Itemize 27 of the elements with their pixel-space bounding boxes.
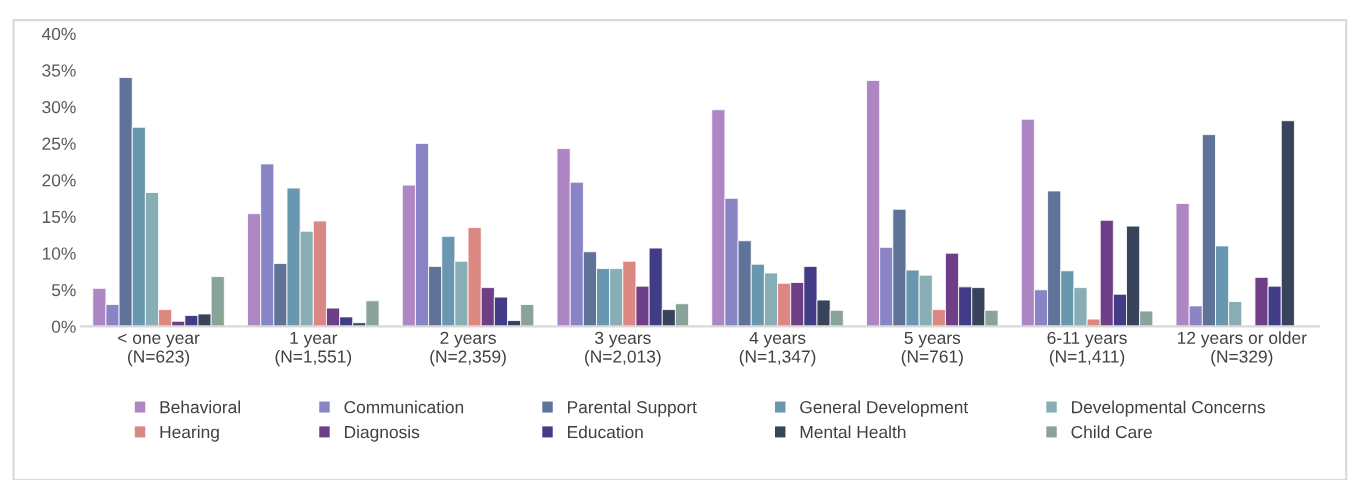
- y-tick-label: 15%: [42, 210, 76, 224]
- x-tick-label: 4 years (N=1,347): [739, 331, 816, 367]
- x-tick-label: 3 years (N=2,013): [585, 331, 661, 367]
- y-tick-label: 35%: [42, 64, 76, 77]
- y-tick-label: 5%: [51, 284, 76, 297]
- legend-label: Communication: [344, 400, 464, 414]
- x-tick-label: 1 year (N=1,551): [275, 331, 352, 367]
- x-tick-label: 5 years (N=761): [901, 331, 963, 367]
- y-tick-label: 10%: [42, 247, 76, 260]
- legend-label: Behavioral: [160, 400, 240, 414]
- x-tick-label: 12 years or older (N=329): [1177, 331, 1307, 367]
- legend-label: General Development: [800, 400, 969, 417]
- legend-label: Diagnosis: [345, 425, 420, 442]
- legend-label: Parental Support: [568, 400, 697, 417]
- x-tick-label: < one year (N=623): [118, 333, 200, 367]
- legend-label: Education: [568, 425, 643, 439]
- y-tick-label: 25%: [42, 137, 76, 150]
- y-tick-label: 0%: [51, 320, 76, 333]
- y-tick-label: 20%: [42, 174, 76, 187]
- legend-label: Hearing: [160, 425, 219, 442]
- x-tick-label: 6-11 years (N=1,411): [1047, 331, 1127, 367]
- legend-label: Mental Health: [800, 425, 906, 439]
- legend-label: Developmental Concerns: [1072, 400, 1265, 417]
- y-tick-label: 40%: [41, 27, 76, 41]
- y-tick-label: 30%: [42, 100, 76, 114]
- legend-label: Child Care: [1071, 425, 1152, 439]
- x-tick-label: 2 years (N=2,359): [430, 331, 506, 367]
